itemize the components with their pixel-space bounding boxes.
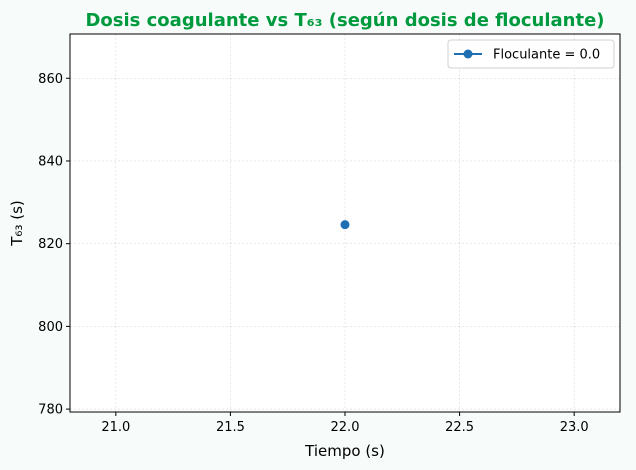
x-axis-label: Tiempo (s) (304, 442, 385, 460)
legend-box (447, 39, 615, 69)
x-tick-label: 21.5 (216, 420, 245, 435)
y-tick-label: 780 (38, 403, 63, 418)
y-tick-label: 840 (38, 154, 63, 169)
y-tick-label: 820 (38, 237, 63, 252)
y-ticks: 780 800 820 840 860 (38, 72, 70, 418)
chart-title: Dosis coagulante vs T₆₃ (según dosis de … (85, 10, 604, 31)
legend-label: Floculante = 0.0 (493, 48, 600, 63)
y-tick-label: 860 (38, 72, 63, 87)
x-tick-label: 21.0 (101, 420, 130, 435)
legend-marker-swatch (463, 49, 473, 59)
x-tick-label: 22.0 (331, 420, 360, 435)
legend: Floculante = 0.0 (447, 39, 615, 69)
y-axis-label: T₆₃ (s) (8, 200, 26, 246)
x-ticks: 21.0 21.5 22.0 22.5 23.0 (101, 412, 589, 435)
x-tick-label: 22.5 (445, 420, 474, 435)
series-layer (340, 220, 350, 230)
x-tick-label: 23.0 (560, 420, 589, 435)
y-tick-label: 800 (38, 320, 63, 335)
data-point (340, 220, 350, 230)
